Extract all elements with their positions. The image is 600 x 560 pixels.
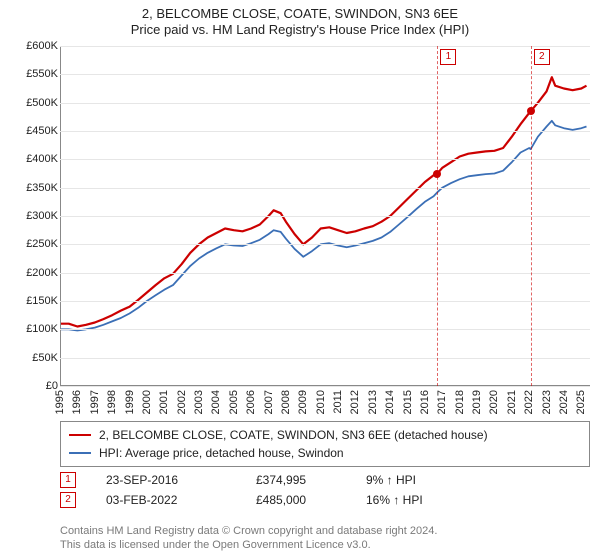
x-tick-label: 2009 [297,390,309,414]
footnote-line2: This data is licensed under the Open Gov… [60,539,371,551]
x-tick-label: 1995 [54,390,66,414]
x-tick-label: 2004 [210,390,222,414]
y-tick-label: £500K [26,97,58,109]
x-tick-label: 2008 [280,390,292,414]
sale-row-price: £374,995 [256,473,336,487]
footnote: Contains HM Land Registry data © Crown c… [60,525,590,553]
legend-label: HPI: Average price, detached house, Swin… [99,446,344,460]
sale-row: 1 23-SEP-2016 £374,995 9% ↑ HPI [60,470,590,490]
sale-row-date: 03-FEB-2022 [106,493,226,507]
y-tick-label: £100K [26,323,58,335]
y-tick-label: £600K [26,40,58,52]
price-chart-panel: 2, BELCOMBE CLOSE, COATE, SWINDON, SN3 6… [10,6,590,552]
y-tick-label: £550K [26,68,58,80]
x-tick-label: 2014 [384,390,396,414]
legend-swatch [69,434,91,436]
x-tick-label: 2020 [488,390,500,414]
sale-row-date: 23-SEP-2016 [106,473,226,487]
x-tick-label: 2025 [575,390,587,414]
gridline-h [60,273,590,274]
gridline-h [60,358,590,359]
gridline-h [60,74,590,75]
gridline-h [60,159,590,160]
x-tick-label: 2019 [471,390,483,414]
sale-marker-dot [433,170,441,178]
x-tick-label: 2024 [558,390,570,414]
x-tick-label: 2003 [193,390,205,414]
x-tick-label: 2012 [349,390,361,414]
x-tick-label: 2022 [523,390,535,414]
gridline-h [60,131,590,132]
sale-marker-dot [527,107,535,115]
x-tick-label: 2023 [541,390,553,414]
sale-row-delta: 16% ↑ HPI [366,493,486,507]
x-tick-label: 2001 [158,390,170,414]
sale-row: 2 03-FEB-2022 £485,000 16% ↑ HPI [60,490,590,510]
x-tick-label: 2006 [245,390,257,414]
legend: 2, BELCOMBE CLOSE, COATE, SWINDON, SN3 6… [60,421,590,467]
y-tick-label: £250K [26,238,58,250]
footnote-line1: Contains HM Land Registry data © Crown c… [60,525,437,537]
y-tick-label: £350K [26,182,58,194]
sale-row-delta: 9% ↑ HPI [366,473,486,487]
x-tick-label: 2011 [332,390,344,414]
x-tick-label: 2013 [367,390,379,414]
gridline-h [60,216,590,217]
x-tick-label: 2016 [419,390,431,414]
x-tick-label: 1999 [124,390,136,414]
sale-row-num: 2 [60,492,76,508]
gridline-h [60,301,590,302]
gridline-h [60,188,590,189]
sale-marker-line [531,46,532,386]
x-tick-label: 2007 [263,390,275,414]
plot-area: 12 [60,46,590,386]
legend-swatch [69,452,91,454]
plot-wrap: 12 £0£50K£100K£150K£200K£250K£300K£350K£… [10,46,590,406]
chart-subtitle: Price paid vs. HM Land Registry's House … [10,22,590,38]
y-tick-label: £400K [26,153,58,165]
sale-row-price: £485,000 [256,493,336,507]
legend-row: HPI: Average price, detached house, Swin… [69,444,581,462]
y-tick-label: £50K [32,352,58,364]
address-title: 2, BELCOMBE CLOSE, COATE, SWINDON, SN3 6… [10,6,590,22]
sale-row-num: 1 [60,472,76,488]
x-tick-label: 2010 [315,390,327,414]
y-tick-label: £200K [26,267,58,279]
series-property [60,77,587,326]
x-tick-label: 2000 [141,390,153,414]
gridline-h [60,244,590,245]
x-tick-label: 1998 [106,390,118,414]
legend-label: 2, BELCOMBE CLOSE, COATE, SWINDON, SN3 6… [99,428,488,442]
x-tick-label: 2005 [228,390,240,414]
sales-table: 1 23-SEP-2016 £374,995 9% ↑ HPI 2 03-FEB-2022… [60,470,590,510]
x-tick-label: 2015 [402,390,414,414]
y-tick-label: £150K [26,295,58,307]
gridline-h [60,46,590,47]
y-tick-label: £450K [26,125,58,137]
sale-marker-box: 2 [534,49,550,65]
x-tick-label: 2018 [454,390,466,414]
sale-marker-box: 1 [440,49,456,65]
gridline-h [60,386,590,387]
x-tick-label: 1996 [71,390,83,414]
x-tick-label: 2002 [176,390,188,414]
gridline-h [60,103,590,104]
gridline-h [60,329,590,330]
y-tick-label: £300K [26,210,58,222]
sale-marker-line [437,46,438,386]
x-tick-label: 1997 [89,390,101,414]
x-tick-label: 2017 [436,390,448,414]
x-tick-label: 2021 [506,390,518,414]
legend-row: 2, BELCOMBE CLOSE, COATE, SWINDON, SN3 6… [69,426,581,444]
